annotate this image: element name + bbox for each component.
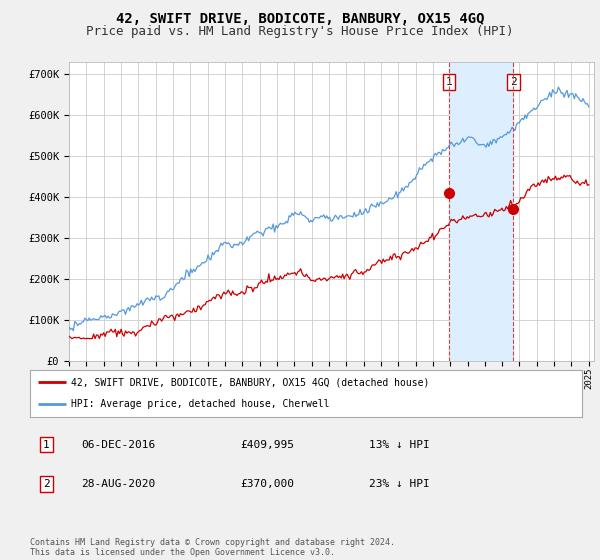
Text: £370,000: £370,000 xyxy=(241,479,295,489)
Bar xyxy=(449,62,514,361)
Text: HPI: Average price, detached house, Cherwell: HPI: Average price, detached house, Cher… xyxy=(71,399,330,409)
Text: 42, SWIFT DRIVE, BODICOTE, BANBURY, OX15 4GQ: 42, SWIFT DRIVE, BODICOTE, BANBURY, OX15… xyxy=(116,12,484,26)
Text: 23% ↓ HPI: 23% ↓ HPI xyxy=(370,479,430,489)
Text: £409,995: £409,995 xyxy=(241,440,295,450)
Text: 1: 1 xyxy=(43,440,50,450)
Text: 28-AUG-2020: 28-AUG-2020 xyxy=(81,479,155,489)
Text: 13% ↓ HPI: 13% ↓ HPI xyxy=(370,440,430,450)
Text: 06-DEC-2016: 06-DEC-2016 xyxy=(81,440,155,450)
Text: 42, SWIFT DRIVE, BODICOTE, BANBURY, OX15 4GQ (detached house): 42, SWIFT DRIVE, BODICOTE, BANBURY, OX15… xyxy=(71,377,430,388)
Text: Price paid vs. HM Land Registry's House Price Index (HPI): Price paid vs. HM Land Registry's House … xyxy=(86,25,514,39)
Text: 2: 2 xyxy=(43,479,50,489)
Text: Contains HM Land Registry data © Crown copyright and database right 2024.
This d: Contains HM Land Registry data © Crown c… xyxy=(30,538,395,557)
Text: 1: 1 xyxy=(445,77,452,87)
Text: 2: 2 xyxy=(510,77,517,87)
